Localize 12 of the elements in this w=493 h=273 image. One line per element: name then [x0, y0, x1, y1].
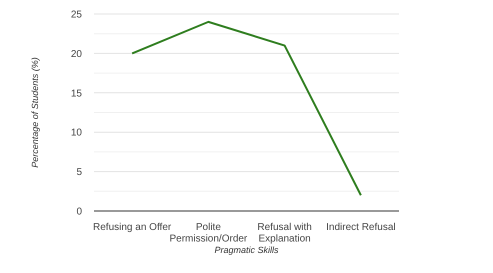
x-axis-title: Pragmatic Skills [214, 245, 280, 255]
y-tick-label: 20 [70, 48, 82, 60]
line-series [131, 20, 362, 196]
y-tick-label: 5 [76, 167, 82, 178]
y-tick-label: 25 [70, 10, 82, 20]
x-tick-label: Indirect Refusal [326, 222, 396, 233]
x-tick-label: Refusal with Explanation [257, 222, 312, 244]
y-axis-title: Percentage of Students (%) [30, 57, 40, 168]
y-tick-label: 10 [70, 128, 82, 139]
x-tick-label: Refusing an Offer [93, 222, 172, 233]
y-tick-label: 0 [76, 206, 82, 218]
y-tick-label: 15 [70, 88, 82, 100]
